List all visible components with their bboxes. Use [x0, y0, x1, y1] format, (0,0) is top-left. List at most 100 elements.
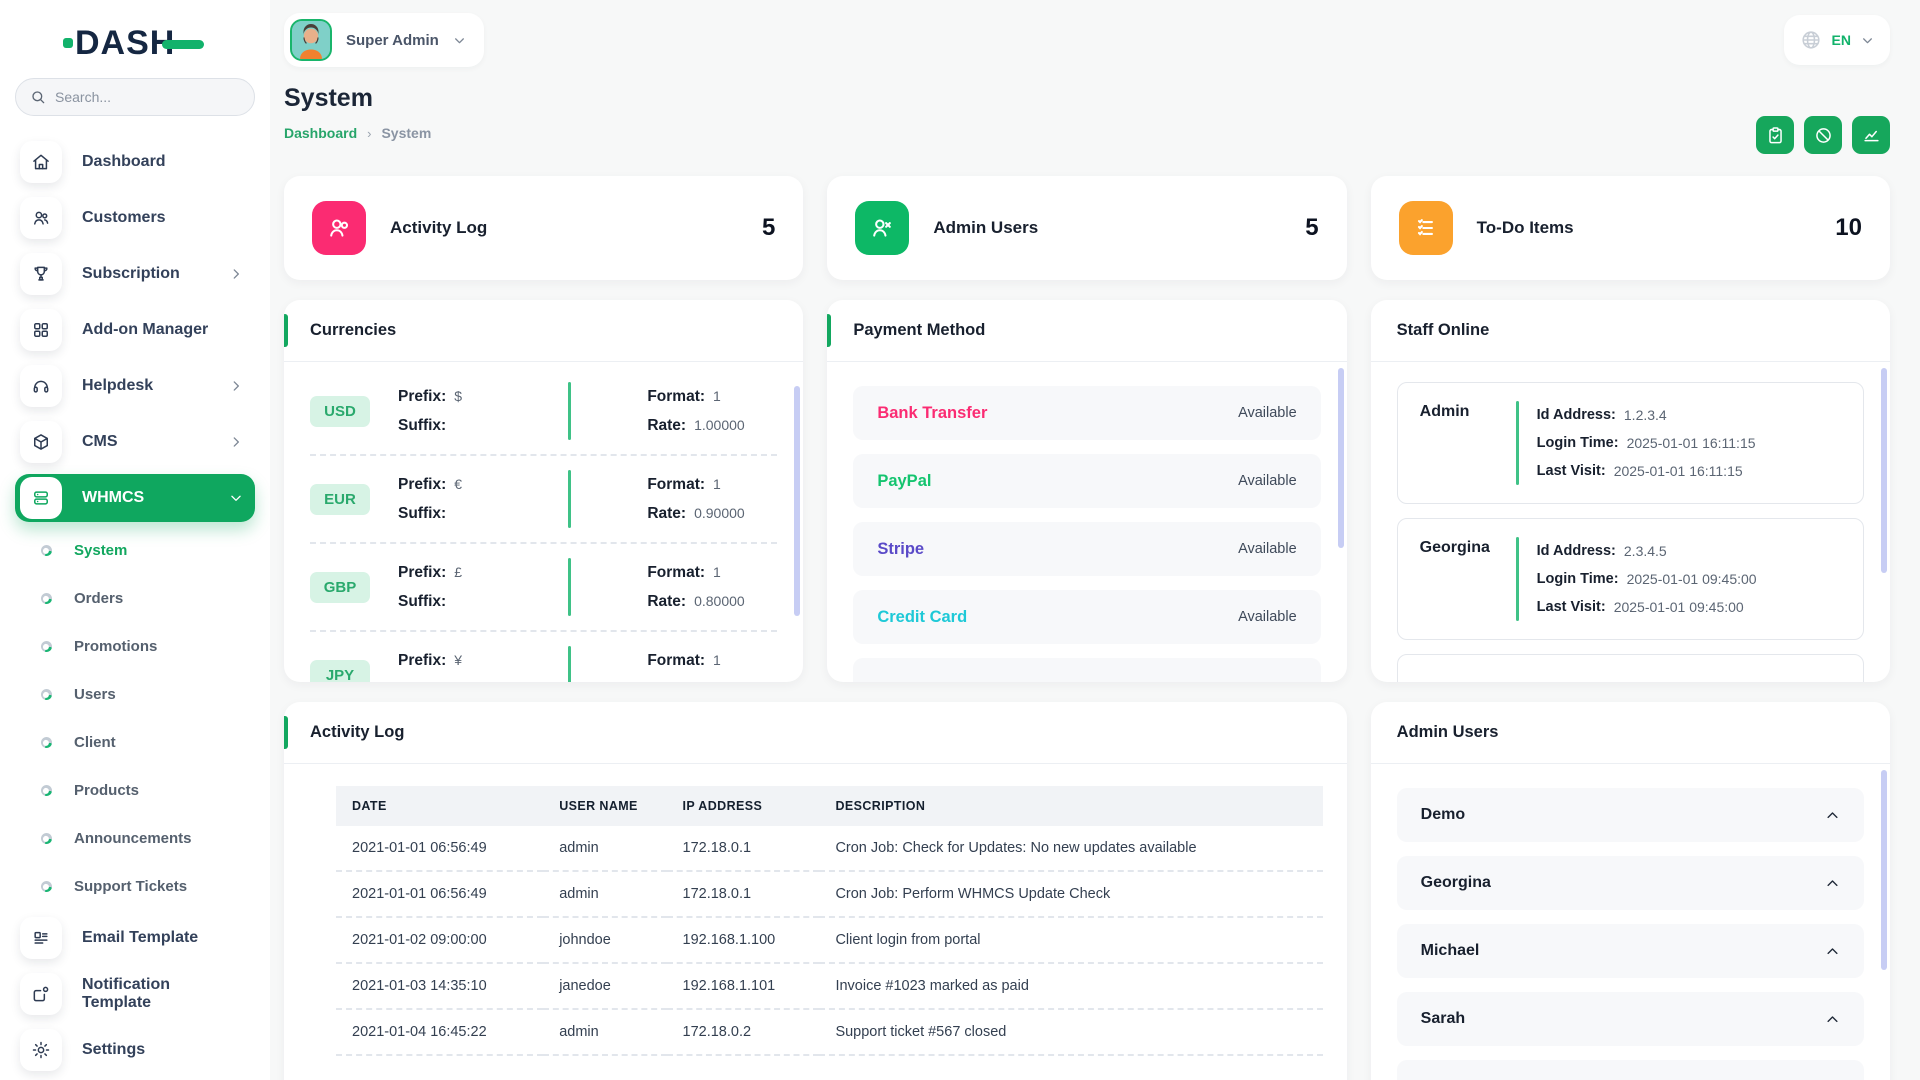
layout-icon — [20, 917, 62, 959]
rate-label: Rate: — [647, 505, 687, 522]
sidebar-subitem-users[interactable]: Users — [15, 674, 255, 714]
sidebar-item-label: WHMCS — [82, 489, 145, 506]
sidebar-item-helpdesk[interactable]: Helpdesk — [15, 362, 255, 410]
rate-value: 0.80000 — [694, 593, 745, 609]
currency-fields: Format: 1 Rate: — [647, 646, 777, 682]
scrollbar-thumb[interactable] — [1880, 770, 1887, 970]
sidebar-item-dashboard[interactable]: Dashboard — [15, 138, 255, 186]
admin-user-accordion-item[interactable]: Demo — [1396, 788, 1864, 842]
prefix-value: € — [454, 476, 463, 492]
breadcrumb-current: System — [381, 125, 432, 141]
scrollbar-thumb[interactable] — [1880, 368, 1887, 573]
column-header: DESCRIPTION — [819, 786, 1323, 826]
sidebar-item-addon-manager[interactable]: Add-on Manager — [15, 306, 255, 354]
currencies-list: USD Prefix: $ Suffix: Format: 1 Rate: 1.000… — [284, 362, 803, 682]
subitem-label: Orders — [74, 589, 124, 607]
sidebar-item-label: Email Template — [82, 929, 199, 946]
bullet-icon — [40, 831, 53, 845]
stat-value: 10 — [1835, 214, 1862, 241]
cell-date: 2021-01-02 09:00:00 — [336, 917, 544, 964]
sidebar-item-label: Add-on Manager — [82, 321, 209, 338]
bullet-icon — [40, 735, 53, 749]
ip-label: Id Address: — [1536, 543, 1616, 559]
cell-user: admin — [543, 1009, 667, 1056]
payment-method-link[interactable]: Bank Transfer — [877, 403, 988, 422]
bullet-icon — [40, 639, 53, 653]
rate-label: Rate: — [647, 675, 686, 682]
staff-row: Admin Id Address: 1.2.3.4 Login Time: 2025… — [1396, 382, 1864, 504]
sidebar-item-settings[interactable]: Settings — [15, 1026, 255, 1074]
sidebar-subitem-products[interactable]: Products — [15, 770, 255, 810]
table-row: 2021-01-01 06:56:49 admin 172.18.0.1 Cro… — [336, 871, 1323, 918]
column-header: IP ADDRESS — [666, 786, 820, 826]
cell-date: 2021-01-03 14:35:10 — [336, 963, 544, 1010]
currency-row: USD Prefix: $ Suffix: Format: 1 Rate: 1.000… — [310, 368, 777, 454]
cell-ip: 172.18.0.2 — [666, 1009, 820, 1056]
format-value: 1 — [713, 564, 721, 580]
payment-method-list: Bank Transfer Available PayPal Available… — [827, 362, 1346, 682]
cell-user: janedoe — [543, 963, 667, 1010]
format-label: Format: — [647, 564, 706, 581]
sidebar-subitem-promotions[interactable]: Promotions — [15, 626, 255, 666]
prefix-label: Prefix: — [398, 652, 447, 669]
avatar — [290, 19, 332, 61]
chevron-down-icon — [229, 491, 243, 505]
payment-method-link[interactable]: Stripe — [877, 539, 925, 558]
breadcrumb-dashboard-link[interactable]: Dashboard — [284, 125, 358, 141]
status-label: Available — [1238, 541, 1297, 557]
sidebar-item-label: Helpdesk — [82, 377, 154, 394]
ban-button[interactable] — [1804, 116, 1842, 154]
stat-value: 5 — [761, 214, 776, 241]
admin-user-accordion-item[interactable]: Georgina — [1396, 856, 1864, 910]
sidebar-item-label: Subscription — [82, 265, 180, 282]
activity-log-button[interactable] — [1756, 116, 1794, 154]
sidebar-subitem-system[interactable]: System — [15, 530, 255, 570]
scrollbar-thumb[interactable] — [794, 386, 801, 616]
brand-logo[interactable]: DASH — [15, 18, 255, 78]
admin-user-accordion-item[interactable]: Sarah — [1396, 992, 1864, 1046]
divider — [568, 558, 572, 616]
payment-method-link[interactable]: PayPal — [877, 471, 932, 490]
sidebar-item-notification-template[interactable]: Notification Template — [15, 970, 255, 1018]
sidebar: DASH Dashboard Customers Subscri — [0, 0, 270, 1080]
cell-description: Cron Job: Perform WHMCS Update Check — [819, 871, 1323, 918]
sidebar-subitem-support-tickets[interactable]: Support Tickets — [15, 866, 255, 906]
card-title: Payment Method — [853, 321, 986, 339]
user-menu[interactable]: Super Admin — [284, 13, 484, 67]
rate-value: 1.00000 — [694, 417, 745, 433]
gear-icon — [20, 1029, 62, 1071]
rate-value: 0.90000 — [694, 505, 745, 521]
chart-button[interactable] — [1852, 116, 1890, 154]
cell-description: Cron Job: Check for Updates: No new upda… — [819, 826, 1323, 872]
sidebar-subitem-announcements[interactable]: Announcements — [15, 818, 255, 858]
sidebar-subitem-client[interactable]: Client — [15, 722, 255, 762]
cell-date: 2021-01-01 06:56:49 — [336, 871, 544, 918]
payment-method-card: Payment Method Bank Transfer Available P… — [827, 300, 1347, 682]
search-input[interactable] — [55, 89, 240, 105]
admin-users-card: Admin Users Demo Georgina — [1370, 702, 1890, 1080]
cell-date: 2021-01-04 16:45:22 — [336, 1009, 544, 1056]
sidebar-item-whmcs[interactable]: WHMCS — [15, 474, 255, 522]
sidebar-item-customers[interactable]: Customers — [15, 194, 255, 242]
language-selector[interactable]: EN — [1783, 15, 1890, 65]
sidebar-item-subscription[interactable]: Subscription — [15, 250, 255, 298]
cell-date: 2021-01-01 06:56:49 — [336, 826, 544, 872]
staff-name: Admin — [1419, 403, 1470, 420]
prefix-value: $ — [454, 388, 463, 404]
sidebar-item-email-template[interactable]: Email Template — [15, 914, 255, 962]
sidebar-item-cms[interactable]: CMS — [15, 418, 255, 466]
status-label: Available — [1238, 609, 1297, 625]
chevron-right-icon — [229, 435, 243, 449]
sidebar-subitem-orders[interactable]: Orders — [15, 578, 255, 618]
payment-method-link[interactable]: Credit Card — [877, 607, 968, 626]
payment-row-partial — [853, 658, 1321, 682]
chevron-up-icon — [1825, 808, 1840, 823]
users-badge-icon — [855, 201, 910, 255]
payment-row: Credit Card Available — [853, 590, 1321, 644]
sidebar-item-label: Notification Template — [82, 976, 170, 1011]
format-value: 1 — [713, 652, 721, 668]
activity-log-table-wrap: DATE USER NAME IP ADDRESS DESCRIPTION 20… — [284, 764, 1347, 1056]
scrollbar-thumb[interactable] — [1337, 368, 1344, 548]
divider — [1515, 537, 1519, 621]
admin-user-accordion-item[interactable]: Michael — [1396, 924, 1864, 978]
